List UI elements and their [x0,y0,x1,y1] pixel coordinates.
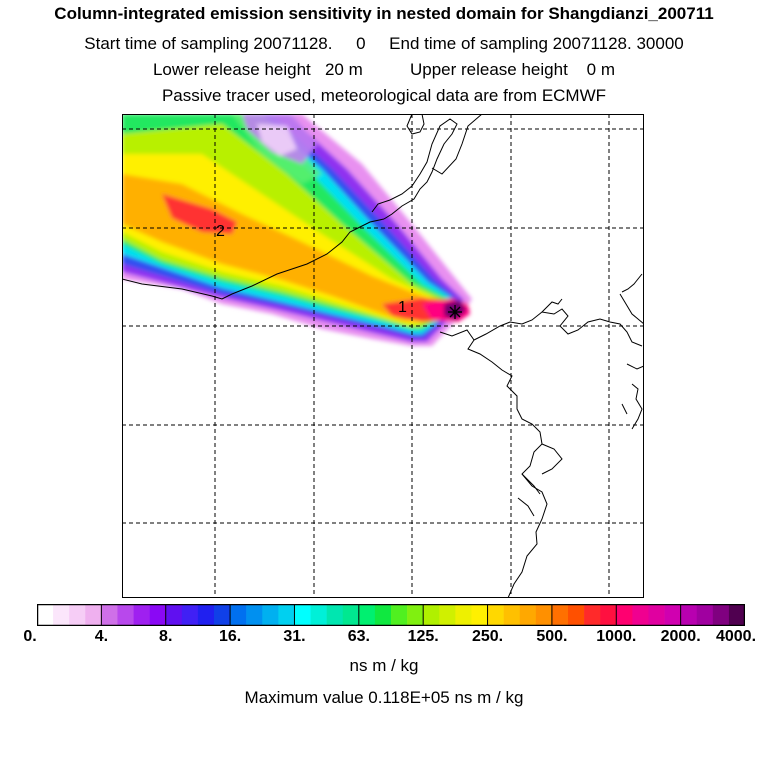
colorbar [37,604,745,626]
tracer-info-line: Passive tracer used, meteorological data… [161,86,607,105]
coastlines [122,114,644,598]
colorbar-cell [326,604,344,626]
colorbar-cell [69,604,86,626]
colorbar-cell [53,604,70,626]
colorbar-cell [423,604,440,626]
colorbar-cell [551,604,569,626]
colorbar-cell [616,604,633,626]
colorbar-frame [37,604,745,626]
map-frame [122,114,644,598]
sampling-time-line: Start time of sampling 20071128. 0 End t… [84,34,684,53]
colorbar-tick-label: 250. [471,628,504,645]
colorbar-cell [374,604,392,626]
colorbar-tick-label: 2000. [660,628,701,645]
colorbar-cell [101,604,118,626]
colorbar-tick-labels: 0. 4. 8. 16. 31. 63. 125. 250. 500. 1000. 2000. 400… [0,628,768,650]
lat-lon-grid [122,114,644,598]
colorbar-cell [696,604,714,626]
colorbar-cell [648,604,665,626]
colorbar-cell [310,604,327,626]
receptor-marker [448,305,462,319]
point-label-1: 1 [398,299,407,316]
colorbar-cell [133,604,150,626]
colorbar-cell [728,604,745,626]
colorbar-cell [149,604,167,626]
colorbar-tick-label: 500. [536,628,568,645]
colorbar-tick-label: 4000. [715,628,757,645]
colorbar-cell [712,604,730,626]
colorbar-cell [294,604,311,626]
colorbar-tick-label: 16. [218,628,242,645]
colorbar-cell [535,604,553,626]
colorbar-cell [632,604,649,626]
colorbar-cell [471,604,488,626]
colorbar-tick-label: 4. [94,628,109,645]
colorbar-cell [439,604,456,626]
colorbar-cell [85,604,102,626]
colorbar-units: ns m / kg [349,656,419,675]
maximum-value-note: Maximum value 0.118E+05 ns m / kg [244,688,524,707]
colorbar-tick-label: 1000. [596,628,637,645]
colorbar-cell [37,604,54,626]
colorbar-cell [246,604,263,626]
colorbar-tick-label: 63. [347,628,370,645]
colorbar-cell [407,604,424,626]
colorbar-separators [100,604,682,626]
colorbar-cell [230,604,247,626]
colorbar-tick-label: 0. [23,628,37,645]
colorbar-cell [664,604,681,626]
colorbar-cells [37,604,745,626]
colorbar-tick-label: 8. [159,628,173,645]
colorbar-cell [197,604,215,626]
colorbar-cell [165,604,183,626]
colorbar-cell [568,604,585,626]
colorbar-cell [391,604,408,626]
colorbar-cell [519,604,537,626]
colorbar-cell [680,604,698,626]
colorbar-cell [487,604,504,626]
colorbar-cell [503,604,521,626]
point-label-2: 2 [216,223,225,240]
colorbar-cell [455,604,472,626]
colorbar-cell [342,604,360,626]
colorbar-cell [214,604,231,626]
colorbar-cell [584,604,601,626]
colorbar-tick-label: 125. [407,628,439,645]
colorbar-cell [262,604,279,626]
emission-sensitivity-map: 1 2 [122,114,644,598]
colorbar-cell [358,604,376,626]
release-height-line: Lower release height 20 m Upper release … [152,60,616,79]
map-title: Column-integrated emission sensitivity i… [54,4,714,23]
colorbar-cell [278,604,295,626]
colorbar-cell [117,604,134,626]
colorbar-tick-label: 31. [283,628,306,645]
colorbar-cell [600,604,617,626]
colorbar-cell [181,604,199,626]
